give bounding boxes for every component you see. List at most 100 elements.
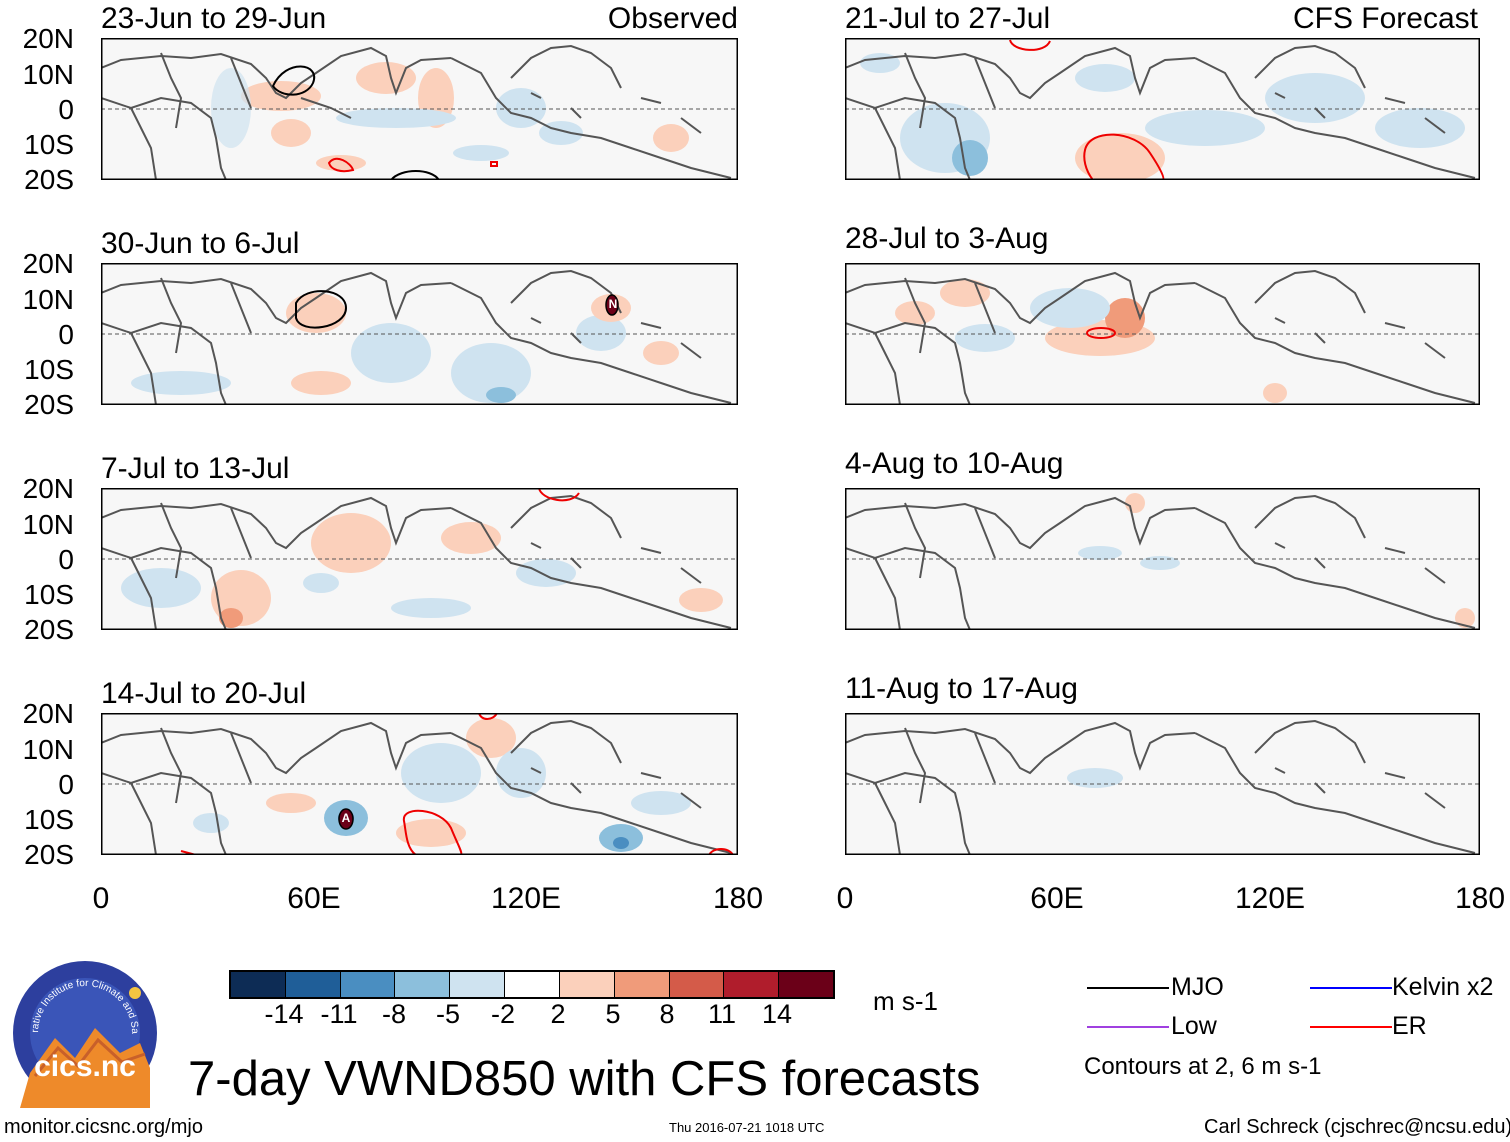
logo-text: cics.nc [34, 1050, 136, 1083]
a-marker-shape [338, 808, 354, 830]
panel-title-7: 4-Aug to 10-Aug [845, 447, 1064, 480]
cics-logo: Cooperative Institute for Climate and Sa… [6, 950, 160, 1108]
legend-label-low: Low [1171, 1012, 1217, 1040]
er-contour [478, 713, 498, 720]
lat-label: 10N [22, 734, 74, 765]
legend-label-er: ER [1392, 1012, 1427, 1040]
coastlines [845, 44, 1476, 180]
map-panel-1 [101, 38, 738, 180]
footer-author: Carl Schreck (cjschrec@ncsu.edu) [1204, 1116, 1510, 1138]
anomaly-shading [211, 62, 689, 171]
colorbar-swatch [395, 972, 451, 997]
legend-label-kelvin: Kelvin x2 [1392, 973, 1494, 1001]
panel-title-2: 30-Jun to 6-Jul [101, 227, 300, 260]
mjo-contour [390, 170, 440, 180]
colorbar-label: -14 [264, 999, 304, 1029]
colorbar-label: -11 [320, 999, 358, 1029]
anomaly-shading [131, 293, 679, 403]
er-contour [327, 157, 355, 173]
colorbar-label: 5 [605, 999, 621, 1029]
colorbar-swatch [724, 972, 780, 997]
coastlines [101, 494, 732, 630]
legend-line-kelvin [1310, 987, 1392, 989]
panel-title-1: 23-Jun to 29-Jun [101, 2, 327, 35]
colorbar [229, 970, 835, 999]
er-contour [1083, 133, 1165, 180]
er-contour [1009, 39, 1051, 51]
n-marker-label: N [608, 297, 618, 311]
colorbar-label: 8 [659, 999, 675, 1029]
colorbar-swatch [340, 972, 396, 997]
lat-label: 20S [24, 164, 74, 195]
colorbar-label: -5 [435, 999, 460, 1029]
map-panel-7 [845, 488, 1480, 630]
lon-label: 60E [1030, 882, 1084, 915]
colorbar-label: 14 [761, 999, 793, 1029]
er-contour [490, 161, 498, 167]
lat-label: 10S [24, 804, 74, 835]
map-panel-4: A [101, 713, 738, 855]
colorbar-swatch [669, 972, 725, 997]
map-panel-6 [845, 263, 1480, 405]
coastlines [845, 719, 1476, 855]
lat-label: 20N [22, 23, 74, 54]
lon-label: 0 [836, 882, 854, 915]
lat-label: 10S [24, 129, 74, 160]
coastlines [101, 269, 732, 405]
lon-label: 180 [1454, 882, 1506, 915]
lat-label: 0 [58, 769, 74, 800]
figure-title: 7-day VWND850 with CFS forecasts [188, 1052, 981, 1106]
lat-label: 0 [58, 319, 74, 350]
colorbar-units: m s-1 [873, 986, 938, 1016]
colorbar-swatch [231, 972, 286, 997]
map-panel-8 [845, 713, 1480, 855]
footer-timestamp: Thu 2016-07-21 1018 UTC [669, 1120, 825, 1135]
lon-label: 180 [712, 882, 764, 915]
map-panel-2: N [101, 263, 738, 405]
lat-label: 10N [22, 59, 74, 90]
panel-title-3: 7-Jul to 13-Jul [101, 452, 290, 485]
colorbar-swatch [614, 972, 670, 997]
lat-label: 20S [24, 389, 74, 420]
panel-title-6: 28-Jul to 3-Aug [845, 222, 1049, 255]
lon-label: 120E [1234, 882, 1306, 915]
colorbar-swatch [505, 972, 560, 997]
map-panel-5 [845, 38, 1480, 180]
legend-line-er [1310, 1026, 1392, 1028]
colorbar-swatch [779, 972, 833, 997]
lat-label: 20S [24, 839, 74, 870]
lat-label: 0 [58, 94, 74, 125]
colorbar-label: -8 [381, 999, 406, 1029]
lon-label: 0 [92, 882, 110, 915]
anomaly-shading [1067, 768, 1123, 788]
lat-label: 10S [24, 579, 74, 610]
er-contour [402, 809, 463, 855]
lat-label: 20N [22, 248, 74, 279]
cfs-forecast-label: CFS Forecast [1292, 2, 1478, 35]
colorbar-swatch [559, 972, 615, 997]
a-marker-label: A [341, 811, 351, 825]
lat-label: 20S [24, 614, 74, 645]
lat-label: 20N [22, 698, 74, 729]
colorbar-swatch [450, 972, 506, 997]
lon-label: 60E [287, 882, 341, 915]
footer-url[interactable]: monitor.cicsnc.org/mjo [4, 1116, 203, 1138]
observed-label: Observed [607, 2, 738, 35]
panel-title-4: 14-Jul to 20-Jul [101, 677, 307, 710]
legend-line-mjo [1087, 987, 1169, 989]
mjo-contour [295, 290, 348, 329]
colorbar-label: -2 [490, 999, 515, 1029]
lat-label: 10N [22, 284, 74, 315]
lat-label: 0 [58, 544, 74, 575]
colorbar-label: 2 [550, 999, 566, 1029]
colorbar-swatch [285, 972, 341, 997]
colorbar-label: 11 [707, 999, 737, 1029]
coastlines [845, 494, 1476, 630]
map-panel-3 [101, 488, 738, 630]
lat-label: 10S [24, 354, 74, 385]
panel-title-5: 21-Jul to 27-Jul [845, 2, 1051, 35]
coastlines [101, 44, 732, 180]
legend-note: Contours at 2, 6 m s-1 [1084, 1053, 1322, 1080]
legend-label-mjo: MJO [1171, 973, 1224, 1001]
coastlines [101, 719, 732, 855]
